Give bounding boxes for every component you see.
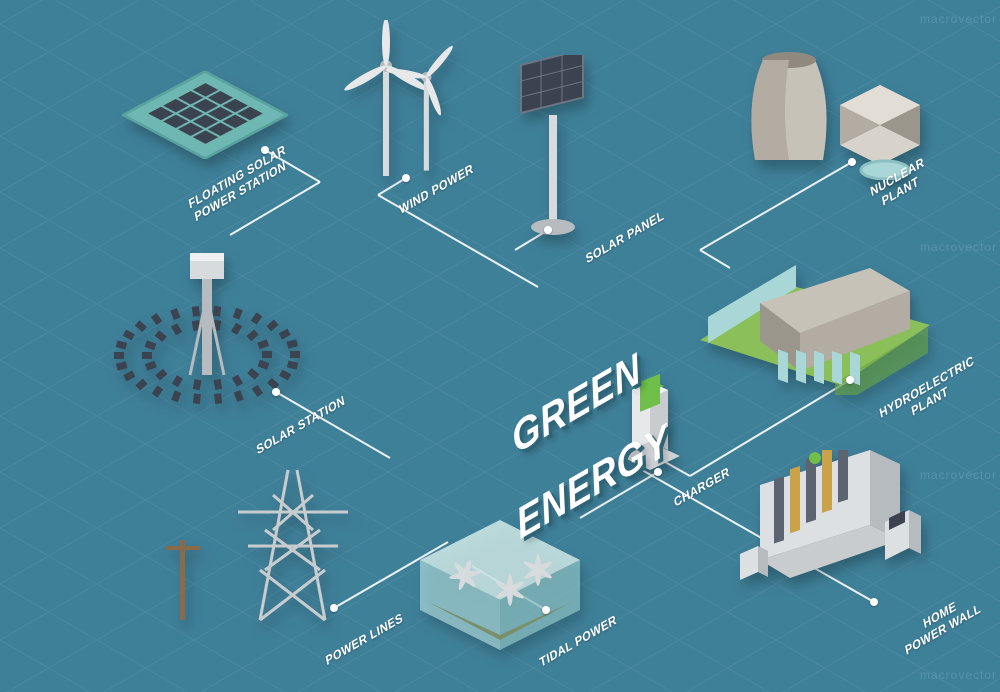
node-dot (870, 598, 878, 606)
node-dot (544, 226, 552, 234)
watermark-text: macrovector (920, 240, 997, 254)
wind-power-icon (320, 20, 460, 195)
node-dot (848, 158, 856, 166)
watermark-text: macrovector (920, 668, 997, 682)
hydroelectric-icon (700, 225, 940, 400)
node-dot (261, 146, 269, 154)
node-dot (542, 606, 550, 614)
home-power-wall-icon (740, 450, 950, 625)
node-dot (330, 604, 338, 612)
power-lines-icon (150, 450, 380, 655)
node-dot (654, 468, 662, 476)
node-dot (846, 376, 854, 384)
watermark-text: macrovector (920, 12, 997, 26)
watermark-text: macrovector (920, 468, 997, 482)
solar-panel-icon (505, 55, 605, 240)
node-dot (272, 388, 280, 396)
solar-station-icon (80, 235, 340, 440)
floating-solar-icon (145, 55, 265, 175)
node-dot (402, 174, 410, 182)
infographic-canvas: GREEN ENERGY macrovectormacrovectormacro… (0, 0, 1000, 692)
nuclear-plant-icon (705, 30, 925, 185)
